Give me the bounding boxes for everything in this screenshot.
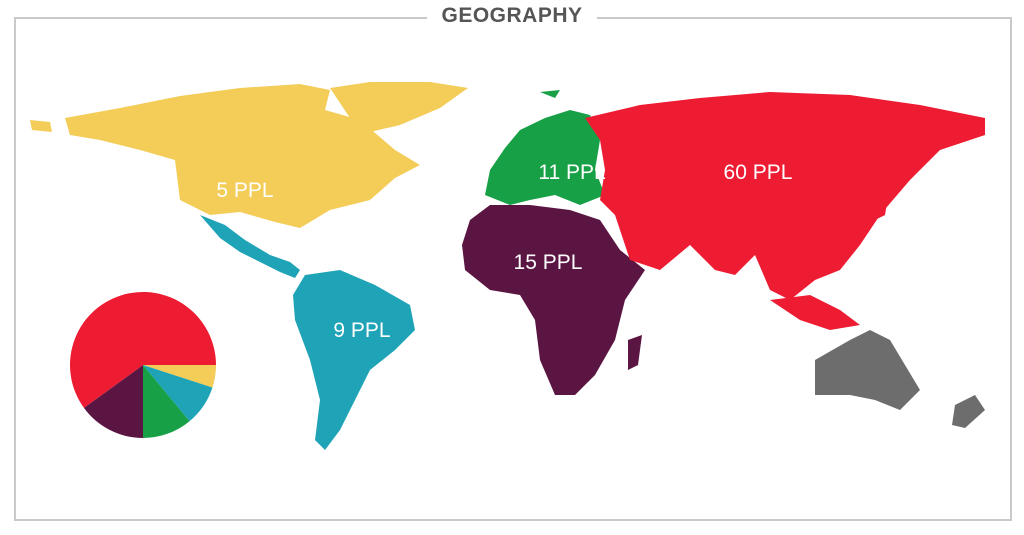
- page-title: GEOGRAPHY: [427, 4, 597, 27]
- region-oceania: [815, 330, 985, 428]
- region-label-north-america: 5 PPL: [216, 179, 273, 202]
- title-wrap: GEOGRAPHY: [0, 4, 1024, 28]
- region-north-america: [30, 82, 468, 228]
- region-label-south-america: 9 PPL: [333, 319, 390, 342]
- region-europe: [485, 90, 605, 205]
- pie-slice: [70, 292, 216, 408]
- pie-slice: [143, 365, 217, 388]
- pie-chart: [70, 292, 217, 438]
- region-label-europe: 11 PPL: [538, 161, 605, 184]
- pie-slice: [83, 365, 143, 438]
- region-africa: [462, 205, 645, 395]
- region-label-asia: 60 PPL: [724, 161, 793, 184]
- pie-slice: [143, 365, 213, 422]
- pie-slice: [143, 365, 190, 438]
- region-label-africa: 15 PPL: [514, 251, 583, 274]
- region-asia: [585, 92, 985, 330]
- region-south-america: [200, 215, 415, 450]
